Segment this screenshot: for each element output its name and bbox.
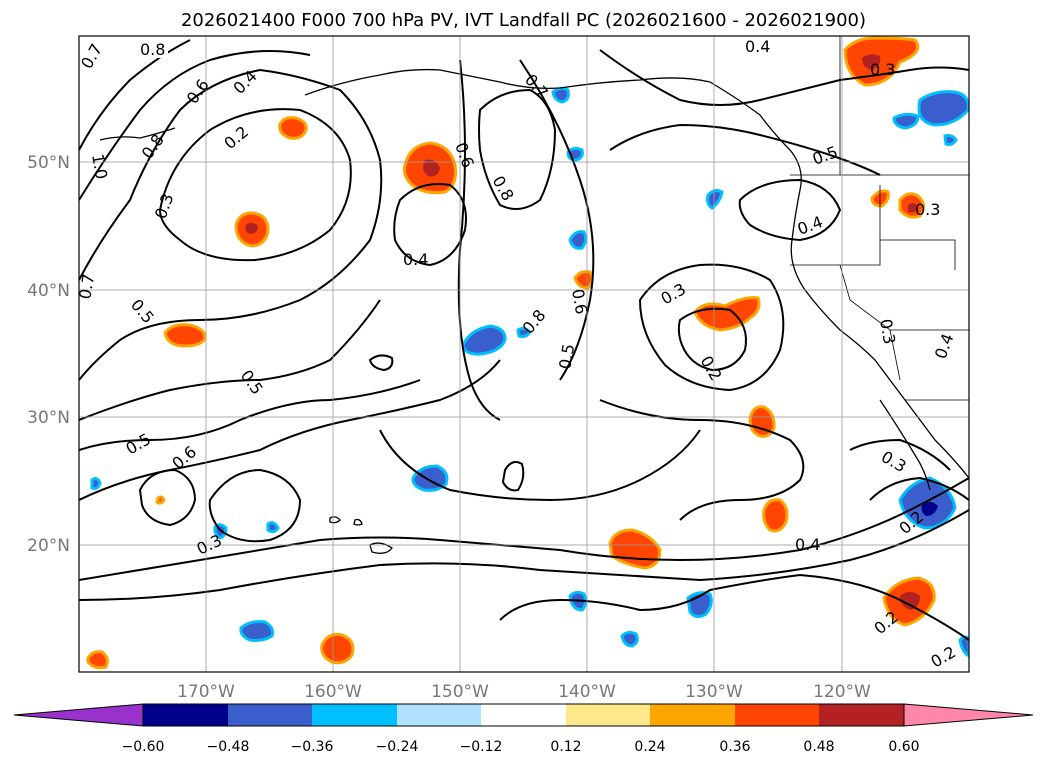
contour-label: 0.3 <box>915 200 940 219</box>
colorbar-segment <box>650 704 735 726</box>
contour-label: 0.4 <box>403 250 428 269</box>
lon-label: 150°W <box>431 682 489 702</box>
coastlines <box>99 68 969 554</box>
lat-label: 20°N <box>27 536 70 556</box>
colorbar-segment <box>312 704 397 726</box>
plot-frame <box>78 35 970 673</box>
colorbar-tick: 0.36 <box>719 739 750 755</box>
contour-label: 0.3 <box>870 60 895 79</box>
contour-label: 0.4 <box>745 37 770 56</box>
colorbar-segment <box>228 704 312 726</box>
contour-label: 0.8 <box>140 40 165 59</box>
colorbar-segment <box>143 704 228 726</box>
contour-label: 0.5 <box>555 342 578 370</box>
gridlines <box>79 36 969 672</box>
colorbar-segment <box>819 704 904 726</box>
colorbar-tick: −0.12 <box>460 739 503 755</box>
lon-label: 130°W <box>685 682 743 702</box>
colorbar-extend-low <box>13 703 144 727</box>
colorbar-tick: −0.48 <box>207 739 250 755</box>
colorbar-tick: 0.60 <box>888 739 919 755</box>
colorbar-tick: 0.12 <box>550 739 581 755</box>
lon-label: 160°W <box>304 682 362 702</box>
contour-label: 0.4 <box>795 535 820 554</box>
lat-label: 30°N <box>27 408 70 428</box>
contour-label: 0.3 <box>876 317 899 345</box>
colorbar-extend-high <box>903 703 1034 727</box>
positive-anomaly <box>86 36 936 670</box>
colorbar-segment <box>397 704 481 726</box>
colorbar-tick: −0.60 <box>122 739 165 755</box>
lat-label: 50°N <box>27 153 70 173</box>
lon-label: 140°W <box>558 682 616 702</box>
colorbar-tick: −0.24 <box>376 739 419 755</box>
map-title: 2026021400 F000 700 hPa PV, IVT Landfall… <box>180 10 867 31</box>
lon-label: 170°W <box>177 682 235 702</box>
colorbar: −0.60 −0.48 −0.36 −0.24 −0.12 0.12 0.24 … <box>13 703 1034 755</box>
negative-anomaly <box>90 86 969 658</box>
colorbar-tick: 0.24 <box>634 739 665 755</box>
contour-label: 1.0 <box>88 152 111 180</box>
borders <box>790 36 969 401</box>
lon-label: 120°W <box>813 682 871 702</box>
lat-label: 40°N <box>27 281 70 301</box>
plot-area <box>79 36 969 672</box>
latitude-labels: 50°N 40°N 30°N 20°N <box>27 153 70 556</box>
colorbar-segment <box>735 704 819 726</box>
positive-core <box>245 54 920 610</box>
longitude-labels: 170°W 160°W 150°W 140°W 130°W 120°W <box>177 682 871 702</box>
contour-label: 0.6 <box>568 287 591 315</box>
colorbar-tick: 0.48 <box>803 739 834 755</box>
colorbar-tick: −0.36 <box>291 739 334 755</box>
colorbar-segment <box>481 704 566 726</box>
ivt-shading <box>86 36 969 670</box>
negative-core <box>921 501 938 516</box>
colorbar-segment <box>566 704 650 726</box>
contour-label: 0.7 <box>75 272 98 300</box>
